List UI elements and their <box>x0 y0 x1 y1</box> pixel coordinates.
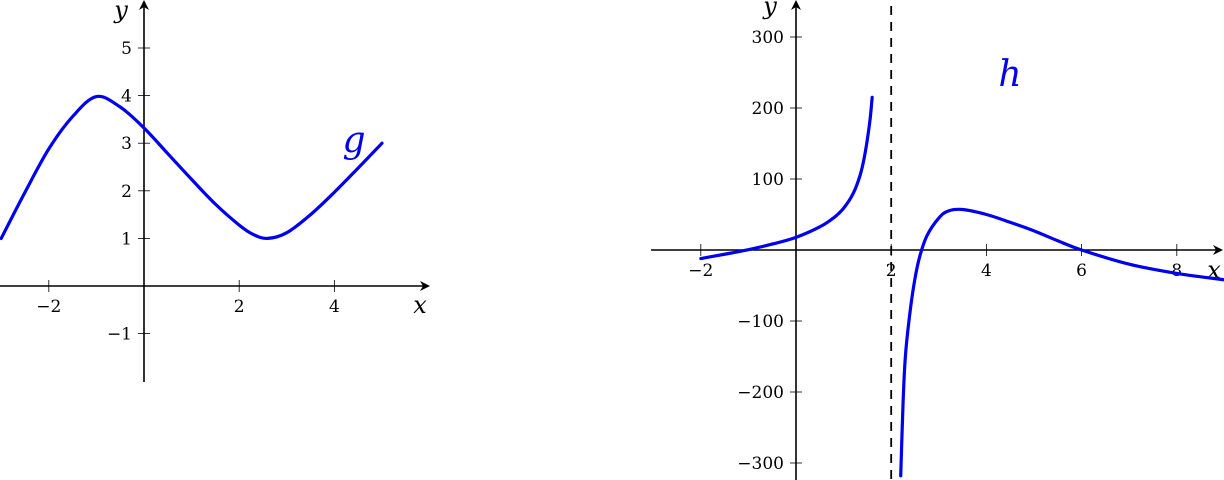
y-tick-label: 5 <box>121 39 132 59</box>
y-tick-label: 300 <box>752 28 784 48</box>
y-axis-title: y <box>113 0 128 24</box>
x-tick-label: 6 <box>1076 261 1087 281</box>
function-label-h: h <box>998 54 1021 95</box>
x-tick-label: 2 <box>234 297 245 317</box>
y-tick-label: 100 <box>752 170 784 190</box>
function-label-g: g <box>342 120 365 161</box>
y-tick-label: −300 <box>737 454 784 474</box>
series-g-curve-0 <box>0 94 384 241</box>
x-tick-label: −2 <box>36 297 61 317</box>
series-h-curve-1 <box>899 207 1224 478</box>
x-axis-title: x <box>413 291 427 319</box>
y-axis-title: y <box>762 0 777 20</box>
y-tick-label: 200 <box>752 99 784 119</box>
x-tick-label: −2 <box>688 261 713 281</box>
y-tick-label: 2 <box>121 182 132 202</box>
y-tick-label: 1 <box>121 229 132 249</box>
y-tick-label: 3 <box>121 134 132 154</box>
series-h-curve-0 <box>699 95 874 261</box>
x-tick-label: 8 <box>1171 261 1182 281</box>
x-tick-label: 4 <box>329 297 340 317</box>
x-tick-label: 4 <box>981 261 992 281</box>
y-tick-label: 4 <box>121 87 132 107</box>
y-tick-label: −100 <box>737 312 784 332</box>
x-tick-label: 2 <box>886 261 897 281</box>
chart-g-plot: −2 2 4 −1 1 2 3 4 5 x y g <box>0 0 430 382</box>
y-tick-label: −200 <box>737 383 784 403</box>
y-tick-label: −1 <box>107 325 132 345</box>
